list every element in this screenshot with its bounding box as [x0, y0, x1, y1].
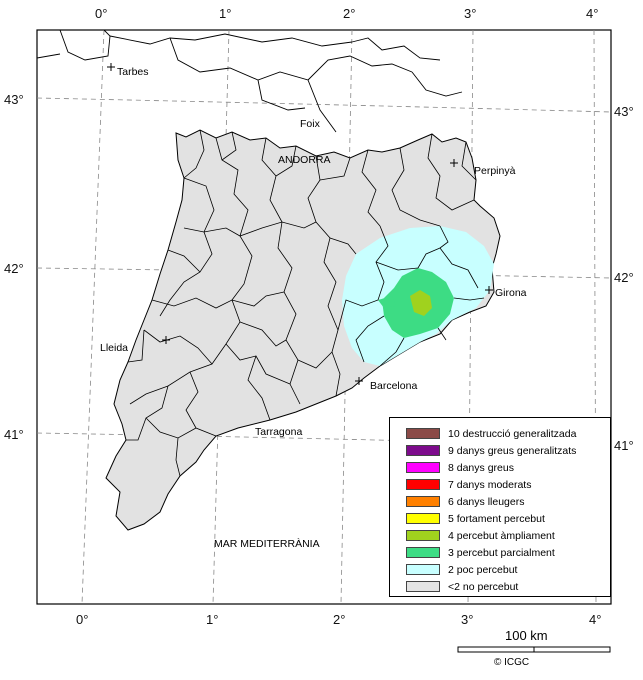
bottom-lon-label-1: 1°	[206, 612, 219, 627]
legend-item: 5 fortament percebut	[406, 512, 545, 525]
perpinya-marker	[450, 159, 458, 167]
top-lon-label-0: 0°	[95, 6, 108, 21]
intensity-3-patch	[378, 296, 396, 308]
legend-swatch	[406, 428, 440, 439]
legend-swatch	[406, 496, 440, 507]
legend-item: 3 percebut parcialment	[406, 546, 555, 559]
legend-swatch	[406, 564, 440, 575]
legend-swatch	[406, 547, 440, 558]
bottom-lon-label-3: 3°	[461, 612, 474, 627]
barcelona-marker	[355, 377, 363, 385]
intensity-4-zone	[410, 290, 432, 316]
legend-item: 9 danys greus generalitzats	[406, 444, 576, 457]
top-lon-label-2: 2°	[343, 6, 356, 21]
scale-bar	[457, 646, 611, 653]
credit-label: © ICGC	[494, 657, 530, 668]
legend-swatch	[406, 445, 440, 456]
legend-label: 7 danys moderats	[448, 478, 532, 491]
lleida-marker	[162, 336, 170, 344]
legend-label: 8 danys greus	[448, 461, 514, 474]
legend-item: 10 destrucció generalitzada	[406, 427, 576, 440]
legend-item: 4 percebut àmpliament	[406, 529, 555, 542]
scale-label: 100 km	[505, 628, 548, 643]
bottom-lon-label-0: 0°	[76, 612, 89, 627]
place-perpinya: Perpinyà	[474, 165, 516, 177]
legend-item: <2 no percebut	[406, 580, 518, 593]
left-lat-label-41: 41°	[4, 427, 24, 442]
legend-label: 2 poc percebut	[448, 563, 518, 576]
legend-label: 9 danys greus generalitzats	[448, 444, 577, 457]
legend-swatch	[406, 513, 440, 524]
place-tarbes: Tarbes	[117, 66, 149, 78]
place-foix: Foix	[300, 118, 320, 130]
left-lat-label-42: 42°	[4, 261, 24, 276]
top-lon-label-1: 1°	[219, 6, 232, 21]
left-lat-label-43: 43°	[4, 92, 24, 107]
bottom-lon-label-2: 2°	[333, 612, 346, 627]
legend-label: 5 fortament percebut	[448, 512, 545, 525]
legend-label: <2 no percebut	[448, 580, 519, 593]
place-andorra: ANDORRA	[278, 154, 331, 166]
top-lon-label-3: 3°	[464, 6, 477, 21]
place-barcelona: Barcelona	[370, 380, 418, 392]
legend-item: 7 danys moderats	[406, 478, 531, 491]
legend-label: 6 danys lleugers	[448, 495, 525, 508]
girona-marker	[485, 286, 493, 294]
right-lat-label-42: 42°	[614, 270, 634, 285]
neighbour-borders	[36, 29, 463, 133]
intensity-legend: 10 destrucció generalitzada 9 danys greu…	[389, 417, 611, 597]
place-lleida: Lleida	[100, 342, 129, 354]
legend-item: 6 danys lleugers	[406, 495, 524, 508]
top-lon-label-4: 4°	[586, 6, 599, 21]
legend-label: 3 percebut parcialment	[448, 546, 555, 559]
city-markers	[107, 63, 493, 385]
legend-item: 2 poc percebut	[406, 563, 517, 576]
place-tarragona: Tarragona	[255, 426, 303, 438]
right-lat-label-41: 41°	[614, 438, 634, 453]
comarca-boundaries	[126, 129, 485, 477]
place-sea: MAR MEDITERRÀNIA	[214, 538, 320, 550]
legend-swatch	[406, 462, 440, 473]
right-lat-label-43: 43°	[614, 104, 634, 119]
legend-label: 10 destrucció generalitzada	[448, 427, 577, 440]
legend-swatch	[406, 479, 440, 490]
bottom-lon-label-4: 4°	[589, 612, 602, 627]
place-girona: Girona	[495, 287, 527, 299]
legend-swatch	[406, 530, 440, 541]
tarbes-marker	[107, 63, 115, 71]
legend-item: 8 danys greus	[406, 461, 514, 474]
legend-label: 4 percebut àmpliament	[448, 529, 555, 542]
legend-swatch	[406, 581, 440, 592]
